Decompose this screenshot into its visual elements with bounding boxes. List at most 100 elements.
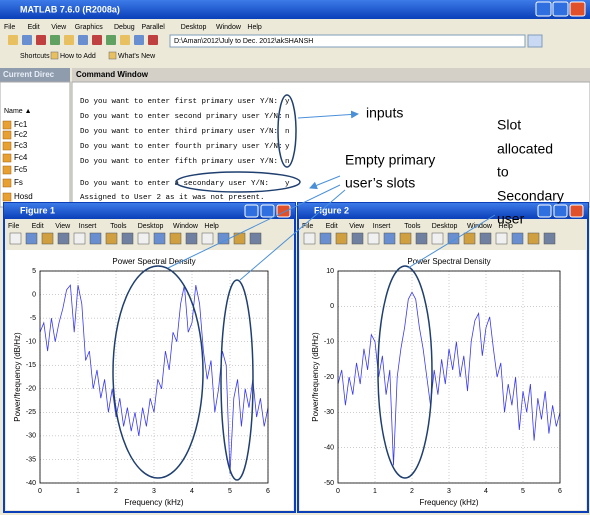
toolbar-icon[interactable] <box>400 233 411 244</box>
toolbar-icon[interactable] <box>250 233 261 244</box>
chart-title: Power Spectral Density <box>112 257 195 266</box>
menu-item[interactable]: View <box>349 223 365 230</box>
toolbar-icon[interactable] <box>120 35 130 45</box>
window-button[interactable] <box>570 205 583 217</box>
dir-header-text: Current Direc <box>3 70 55 79</box>
toolbar-icon[interactable] <box>134 35 144 45</box>
toolbar-icon[interactable] <box>496 233 507 244</box>
close[interactable] <box>570 2 585 16</box>
toolbar-icon[interactable] <box>26 233 37 244</box>
toolbar-icon[interactable] <box>352 233 363 244</box>
toolbar-icon[interactable] <box>336 233 347 244</box>
toolbar-icon[interactable] <box>74 233 85 244</box>
toolbar-icon[interactable] <box>202 233 213 244</box>
window-button[interactable] <box>277 205 290 217</box>
menu-item[interactable]: Debug <box>114 24 135 31</box>
toolbar-icon[interactable] <box>368 233 379 244</box>
figures: Figure 1FileEditViewInsertToolsDesktopWi… <box>4 203 588 512</box>
file-name[interactable]: Fc4 <box>14 153 28 162</box>
window-button[interactable] <box>554 205 567 217</box>
menu-item[interactable]: Desktop <box>138 223 164 230</box>
x-tick-label: 4 <box>190 488 194 495</box>
menu-item[interactable]: Tools <box>404 223 421 230</box>
toolbar-icon[interactable] <box>544 233 555 244</box>
toolbar-icon[interactable] <box>10 233 21 244</box>
file-name[interactable]: Fc1 <box>14 120 28 129</box>
toolbar-icon[interactable] <box>480 233 491 244</box>
cmd-answer: y <box>285 98 290 106</box>
toolbar-icon[interactable] <box>42 233 53 244</box>
cmd-answer: n <box>285 158 290 166</box>
menu-item[interactable]: Desktop <box>181 24 207 31</box>
screenshot: MATLAB 7.6.0 (R2008a) FileEditViewGraphi… <box>0 0 590 515</box>
shortcut-icon[interactable] <box>109 52 116 59</box>
menu-item[interactable]: Window <box>173 223 199 230</box>
toolbar-icon[interactable] <box>8 35 18 45</box>
toolbar-icon[interactable] <box>384 233 395 244</box>
menu-item[interactable]: Help <box>247 24 262 31</box>
file-name[interactable]: Fc3 <box>14 141 28 150</box>
toolbar-icon[interactable] <box>512 233 523 244</box>
x-tick-label: 3 <box>447 488 451 495</box>
toolbar-icon[interactable] <box>186 233 197 244</box>
file-name[interactable]: Fc2 <box>14 130 28 139</box>
shortcut[interactable]: Shortcuts <box>20 53 50 60</box>
window-button[interactable] <box>261 205 274 217</box>
toolbar-icon[interactable] <box>320 233 331 244</box>
y-tick-label: -40 <box>26 480 36 487</box>
menu-item[interactable]: File <box>8 223 19 230</box>
cmd-prompt: Do you want to enter a secondary user Y/… <box>80 180 269 188</box>
toolbar-icon[interactable] <box>58 233 69 244</box>
toolbar-icon[interactable] <box>304 233 315 244</box>
toolbar-icon[interactable] <box>138 233 149 244</box>
menu-item[interactable]: Window <box>216 24 242 31</box>
path-dropdown[interactable] <box>528 35 542 47</box>
menu-item[interactable]: Tools <box>110 223 127 230</box>
window-button[interactable] <box>245 205 258 217</box>
menu-item[interactable]: Insert <box>373 223 391 230</box>
y-tick-label: -15 <box>26 362 36 369</box>
toolbar-icon[interactable] <box>148 35 158 45</box>
menu-item[interactable]: Parallel <box>142 24 166 31</box>
file-name[interactable]: Fs <box>14 178 23 187</box>
toolbar-icon[interactable] <box>154 233 165 244</box>
menu-item[interactable]: File <box>302 223 313 230</box>
toolbar-icon[interactable] <box>64 35 74 45</box>
toolbar-icon[interactable] <box>416 233 427 244</box>
toolbar-icon[interactable] <box>78 35 88 45</box>
menu-item[interactable]: Edit <box>326 223 338 230</box>
maximize[interactable] <box>553 2 568 16</box>
y-tick-label: -20 <box>324 374 334 381</box>
menu-item[interactable]: Edit <box>32 223 44 230</box>
toolbar-icon[interactable] <box>432 233 443 244</box>
file-name[interactable]: Hosd <box>14 192 33 201</box>
toolbar-icon[interactable] <box>106 35 116 45</box>
toolbar-icon[interactable] <box>528 233 539 244</box>
toolbar-icon[interactable] <box>50 35 60 45</box>
minimize[interactable] <box>536 2 551 16</box>
toolbar-icon[interactable] <box>36 35 46 45</box>
toolbar-icon[interactable] <box>218 233 229 244</box>
toolbar-icon[interactable] <box>234 233 245 244</box>
menu-item[interactable]: Insert <box>79 223 97 230</box>
toolbar-icon[interactable] <box>170 233 181 244</box>
menu-item[interactable]: View <box>51 24 67 31</box>
menu-item[interactable]: File <box>4 24 15 31</box>
menu-item[interactable]: Graphics <box>75 24 104 31</box>
toolbar-icon[interactable] <box>106 233 117 244</box>
menu-item[interactable]: Edit <box>28 24 40 31</box>
annotation: to <box>497 164 509 180</box>
toolbar-icon[interactable] <box>464 233 475 244</box>
menu-item[interactable]: View <box>55 223 71 230</box>
menu-item[interactable]: Help <box>204 223 219 230</box>
window-button[interactable] <box>538 205 551 217</box>
menu-item[interactable]: Desktop <box>432 223 458 230</box>
toolbar-icon[interactable] <box>90 233 101 244</box>
file-name[interactable]: Fc5 <box>14 165 28 174</box>
toolbar-icon[interactable] <box>122 233 133 244</box>
shortcut[interactable]: What's New <box>118 53 156 60</box>
toolbar-icon[interactable] <box>92 35 102 45</box>
toolbar-icon[interactable] <box>22 35 32 45</box>
shortcut[interactable]: How to Add <box>60 53 96 60</box>
shortcut-icon[interactable] <box>51 52 58 59</box>
